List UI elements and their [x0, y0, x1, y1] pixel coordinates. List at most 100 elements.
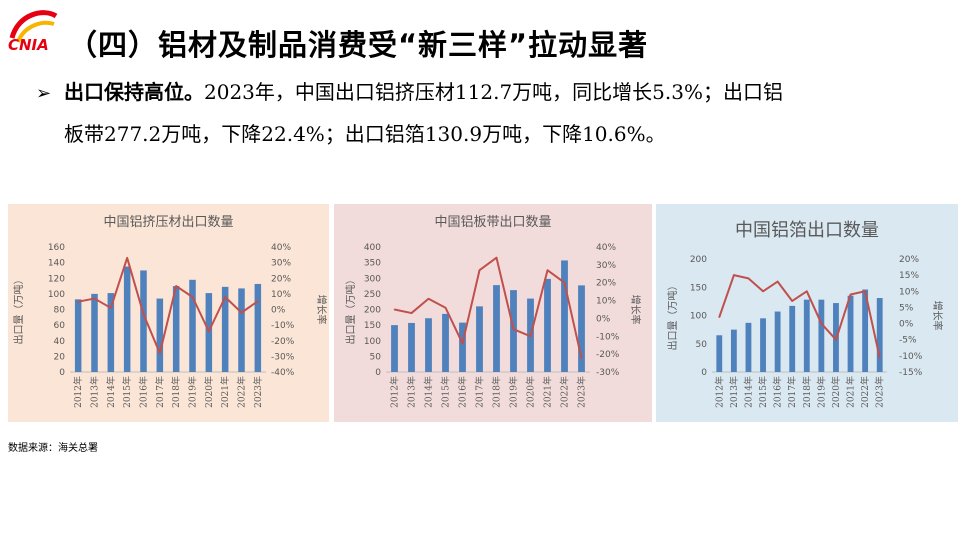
bar — [425, 318, 432, 372]
bar — [578, 285, 585, 372]
logo-text: CNIA — [8, 36, 49, 54]
x-tick-label: 2017年 — [154, 376, 166, 408]
chart-title: 中国铝挤压材出口数量 — [103, 215, 233, 230]
bullet-text-2: 万吨，同比增长 — [512, 80, 653, 104]
bullet-text-4: 板带 — [64, 122, 104, 146]
growth-rate-point — [126, 257, 128, 259]
bar — [876, 298, 883, 372]
x-tick-label: 2017年 — [474, 376, 486, 408]
bar — [803, 299, 810, 372]
growth-rate-point — [175, 285, 177, 287]
x-tick-label: 2022年 — [559, 376, 571, 408]
growth-rate-point — [546, 269, 549, 272]
x-tick-label: 2016年 — [772, 376, 784, 408]
growth-rate-point — [563, 281, 566, 284]
bar — [442, 313, 449, 372]
y2-tick-label: -30% — [596, 368, 620, 378]
bar — [847, 295, 854, 372]
bar — [818, 299, 825, 372]
growth-rate-point — [191, 296, 194, 298]
data-source-note: 数据来源：海关总署 — [8, 443, 98, 454]
y2-tick-label: 0% — [596, 314, 611, 324]
y2-tick-label: 20% — [271, 274, 291, 284]
bar — [205, 293, 213, 372]
cnia-logo: CNIA — [4, 8, 64, 54]
y-tick-label: 160 — [48, 243, 65, 253]
growth-rate-point — [77, 300, 79, 303]
x-tick-label: 2022年 — [859, 376, 871, 408]
growth-rate-point — [747, 277, 750, 280]
x-tick-label: 2023年 — [874, 376, 886, 408]
bullet-num-4: 22.4% — [261, 122, 325, 146]
chart-panel-sheet: 中国铝板带出口数量 0 50 100 150 200 250 300 350 400 -30% -20… — [334, 204, 652, 422]
y2-tick-label: 20% — [899, 255, 919, 265]
growth-rate-line — [77, 256, 259, 355]
bar — [493, 285, 500, 372]
y-axis-label: 出口量（万吨） — [344, 275, 357, 345]
chart-panel-foil: 中国铝箔出口数量 0 50 100 150 200 -15% -10% -5% 0% 5% 10% 15… — [656, 204, 958, 422]
bar — [760, 318, 766, 372]
bar — [391, 325, 398, 372]
growth-rate-point — [240, 311, 243, 314]
y2-axis-label: 增长率 — [629, 295, 642, 325]
y-tick-label: 200 — [364, 306, 381, 316]
y2-tick-label: -10% — [596, 332, 620, 342]
growth-rate-point — [93, 297, 96, 300]
y-tick-label: 400 — [364, 243, 381, 253]
bar — [459, 322, 466, 372]
bar — [140, 270, 147, 372]
y-axis-label: 出口量（万吨） — [666, 281, 679, 351]
y-tick-label: 40 — [54, 337, 66, 347]
x-tick-label: 2018年 — [491, 376, 503, 408]
y-tick-label: 120 — [48, 274, 65, 284]
growth-rate-point — [762, 290, 764, 293]
foil-export-chart: 中国铝箔出口数量 0 50 100 150 200 -15% -10% -5% 0% 5% 10% 15… — [666, 220, 944, 408]
y2-tick-label: 0% — [271, 306, 286, 316]
y-tick-label: 300 — [364, 274, 381, 284]
bar — [74, 299, 82, 372]
y-tick-label: 0 — [59, 368, 65, 378]
y-tick-label: 60 — [54, 321, 66, 331]
bar — [510, 290, 517, 372]
growth-rate-point — [791, 300, 794, 302]
y2-tick-label: 10% — [899, 287, 919, 297]
x-tick-label: 2015年 — [440, 376, 452, 408]
y2-axis-label: 增长率 — [931, 301, 944, 331]
growth-rate-point — [495, 256, 498, 259]
y-tick-label: 0 — [375, 368, 381, 378]
y2-tick-label: 15% — [899, 271, 919, 281]
bullet-year: 2023 — [204, 80, 255, 104]
growth-rate-point — [410, 312, 413, 314]
bullet-num-5: 130.9 — [424, 122, 483, 146]
growth-rate-point — [529, 335, 532, 338]
x-tick-label: 2020年 — [830, 376, 842, 408]
bullet-text-7: 万吨，下降 — [482, 122, 583, 146]
x-tick-label: 2013年 — [728, 376, 740, 408]
x-tick-label: 2012年 — [72, 376, 84, 408]
bar — [156, 298, 164, 372]
bullet-line-2: 板带277.2万吨，下降22.4%；出口铝箔130.9万吨，下降10.6%。 — [64, 118, 666, 147]
y-tick-label: 250 — [364, 290, 381, 300]
growth-rate-point — [159, 352, 161, 355]
y2-tick-label: 0% — [899, 320, 914, 330]
x-tick-label: 2014年 — [742, 376, 754, 408]
y2-tick-label: -5% — [899, 336, 917, 346]
y-tick-label: 100 — [48, 290, 65, 300]
growth-rate-point — [461, 342, 464, 345]
y2-tick-label: 30% — [596, 261, 616, 271]
bar — [561, 260, 568, 372]
bar — [254, 283, 262, 372]
x-tick-label: 2023年 — [252, 376, 264, 408]
x-tick-label: 2021年 — [219, 376, 231, 408]
x-tick-label: 2021年 — [845, 376, 857, 408]
bar — [789, 305, 796, 372]
growth-rate-point — [776, 280, 779, 283]
growth-rate-point — [878, 356, 881, 359]
extrusion-export-chart: 中国铝挤压材出口数量 0 20 40 60 80 100 120 140 160 -40% -30% -… — [12, 215, 328, 408]
bar — [91, 293, 98, 372]
growth-rate-point — [820, 322, 823, 325]
y-tick-label: 200 — [690, 255, 707, 265]
bar — [221, 286, 229, 372]
x-tick-label: 2016年 — [138, 376, 150, 408]
y2-tick-label: 30% — [271, 259, 291, 269]
